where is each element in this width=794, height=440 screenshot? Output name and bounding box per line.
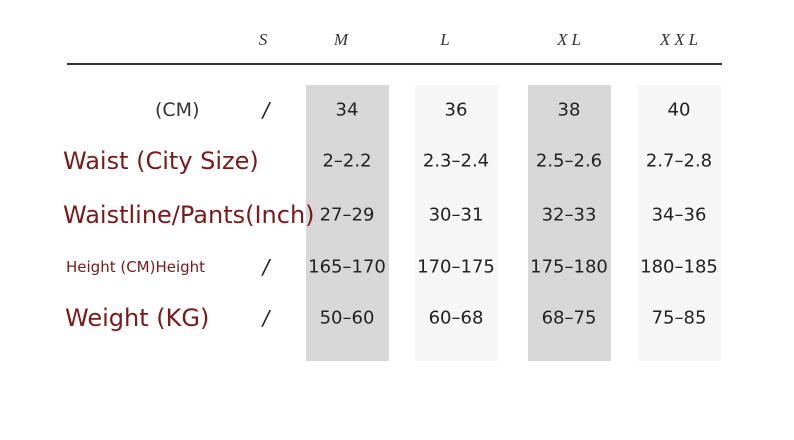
- row-label: Waist (City Size): [63, 147, 259, 175]
- size-value: 32–33: [541, 204, 597, 226]
- s-cell: /: [262, 255, 270, 279]
- size-value: 2.3–2.4: [422, 150, 490, 172]
- size-value: 165–170: [308, 256, 386, 278]
- column-header: XL: [557, 30, 585, 49]
- size-value: 2–2.2: [322, 150, 372, 172]
- size-value: 30–31: [428, 204, 484, 226]
- size-value: 60–68: [428, 307, 484, 329]
- column-bg: [306, 85, 389, 361]
- size-value: 38: [557, 99, 581, 121]
- column-bg: [638, 85, 721, 361]
- column-bg: [528, 85, 611, 361]
- row-label: Height (CM)Height: [66, 258, 206, 276]
- header-rule: [67, 63, 722, 65]
- size-value: 27–29: [319, 204, 375, 226]
- row-label: Weight (KG): [65, 304, 210, 332]
- size-value: 2.7–2.8: [645, 150, 713, 172]
- size-value: 2.5–2.6: [535, 150, 603, 172]
- column-bg: [415, 85, 498, 361]
- row-label: (CM): [155, 99, 200, 121]
- size-value: 50–60: [319, 307, 375, 329]
- size-value: 34: [335, 99, 359, 121]
- s-cell: /: [262, 306, 270, 330]
- size-value: 34–36: [651, 204, 707, 226]
- size-value: 75–85: [651, 307, 707, 329]
- size-value: 40: [667, 99, 691, 121]
- size-value: 180–185: [640, 256, 718, 278]
- size-value: 170–175: [417, 256, 495, 278]
- size-value: 68–75: [541, 307, 597, 329]
- size-value: 175–180: [530, 256, 608, 278]
- column-header: XXL: [659, 30, 703, 49]
- row-label: Waistline/Pants(Inch): [63, 201, 315, 229]
- size-value: 36: [444, 99, 468, 121]
- column-header: M: [333, 30, 353, 49]
- s-cell: /: [262, 98, 270, 122]
- column-header: S: [258, 30, 272, 49]
- column-header: L: [440, 30, 454, 49]
